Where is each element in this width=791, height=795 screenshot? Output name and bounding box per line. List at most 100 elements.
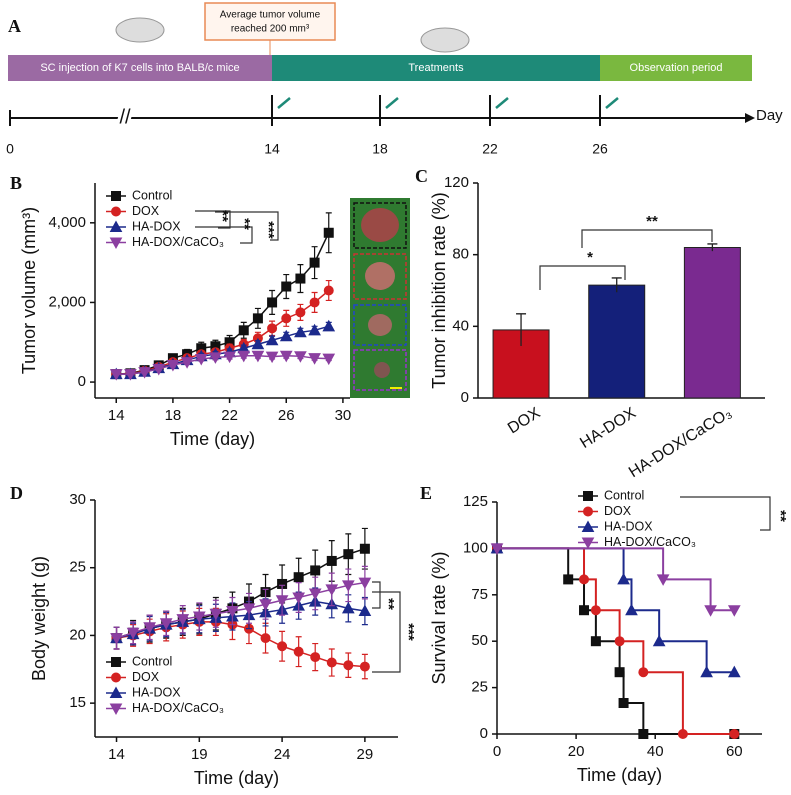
significance-bracket <box>539 265 626 290</box>
y-tick-label: 15 <box>69 694 86 711</box>
phase-bar <box>8 55 272 81</box>
legend-label: HA-DOX/CaCO₃ <box>132 701 224 715</box>
marker <box>656 574 670 586</box>
x-tick-label: HA-DOX <box>577 404 639 452</box>
marker <box>625 603 638 616</box>
significance-bracket <box>195 226 253 244</box>
marker <box>223 351 236 364</box>
marker <box>358 604 372 617</box>
x-tick-label: 29 <box>357 746 374 763</box>
marker <box>326 555 337 566</box>
legend-marker <box>581 537 595 550</box>
legend-marker <box>109 237 123 250</box>
marker <box>242 603 256 615</box>
marker <box>323 227 334 238</box>
marker <box>143 622 156 634</box>
timeline-label: 26 <box>592 141 608 157</box>
marker <box>124 369 137 381</box>
legend-label: HA-DOX <box>132 219 181 233</box>
y-axis-title: Survival rate (%) <box>429 551 449 684</box>
marker <box>727 665 741 678</box>
marker <box>159 618 173 630</box>
series-line <box>116 621 365 668</box>
marker <box>265 351 279 364</box>
x-tick-label: 19 <box>191 746 208 763</box>
marker <box>252 313 263 324</box>
x-tick-label: 30 <box>335 407 352 424</box>
callout-text: reached 200 mm³ <box>231 24 310 35</box>
marker <box>638 667 649 678</box>
marker <box>677 729 688 739</box>
y-tick-label: 20 <box>69 626 86 643</box>
marker <box>292 592 306 605</box>
significance-label: ** <box>380 598 397 610</box>
marker <box>166 359 180 372</box>
marker <box>295 307 306 318</box>
significance-bracket <box>195 210 231 229</box>
marker <box>267 323 278 334</box>
marker <box>294 351 307 363</box>
survival-step <box>497 547 735 735</box>
phase-label: SC injection of K7 cells into BALB/c mic… <box>40 62 239 74</box>
marker <box>277 641 288 652</box>
marker <box>226 606 239 618</box>
marker <box>700 665 713 678</box>
legend-label: DOX <box>132 204 160 218</box>
panel-label: D <box>10 483 23 503</box>
y-tick-label: 75 <box>471 586 488 603</box>
marker <box>293 572 304 583</box>
y-axis-title: Body weight (g) <box>29 556 49 681</box>
series-line <box>116 600 366 639</box>
survival-step <box>497 547 735 674</box>
bar <box>492 329 550 399</box>
marker <box>260 633 271 644</box>
marker <box>308 353 321 365</box>
legend-marker <box>109 220 123 232</box>
significance-label: * <box>587 249 593 266</box>
y-tick-label: 80 <box>452 246 469 263</box>
x-tick-label: 24 <box>274 746 291 763</box>
marker <box>237 350 251 363</box>
significance-label: ** <box>772 510 789 522</box>
panel-label: C <box>415 166 428 186</box>
legend-marker <box>109 703 123 716</box>
legend-label: HA-DOX <box>132 685 181 699</box>
marker <box>322 353 336 366</box>
phase-label: Treatments <box>408 62 464 74</box>
marker <box>275 595 289 607</box>
timeline-label: 14 <box>264 141 280 157</box>
series-line <box>116 289 330 375</box>
y-tick-label: 25 <box>69 559 86 576</box>
x-axis-title: Time (day) <box>194 768 279 788</box>
y-tick-label: 120 <box>444 174 469 191</box>
x-tick-label: 40 <box>647 743 664 760</box>
timeline-unit: Day <box>756 107 783 124</box>
x-axis-title: Time (day) <box>577 765 662 785</box>
marker <box>279 329 293 342</box>
marker <box>238 325 249 336</box>
marker <box>259 599 272 611</box>
y-tick-label: 4,000 <box>48 214 86 231</box>
marker <box>138 367 151 379</box>
marker <box>579 605 590 616</box>
mouse-icon <box>420 27 470 53</box>
legend-marker <box>111 672 121 683</box>
x-tick-label: 0 <box>493 743 501 760</box>
marker <box>251 350 265 363</box>
timeline-label: 18 <box>372 141 388 157</box>
tumor-photo <box>350 198 410 398</box>
phase-bar <box>272 55 600 81</box>
marker <box>727 605 741 617</box>
bar <box>588 284 646 399</box>
legend-marker <box>111 206 121 217</box>
marker <box>194 353 208 366</box>
significance-label: *** <box>260 221 277 239</box>
y-tick-label: 0 <box>78 373 86 390</box>
legend-label: DOX <box>132 670 160 684</box>
marker <box>209 352 222 364</box>
marker <box>265 333 279 346</box>
x-tick-label: 14 <box>108 407 125 424</box>
marker <box>308 588 322 600</box>
marker <box>267 297 278 308</box>
legend-label: Control <box>132 188 172 202</box>
